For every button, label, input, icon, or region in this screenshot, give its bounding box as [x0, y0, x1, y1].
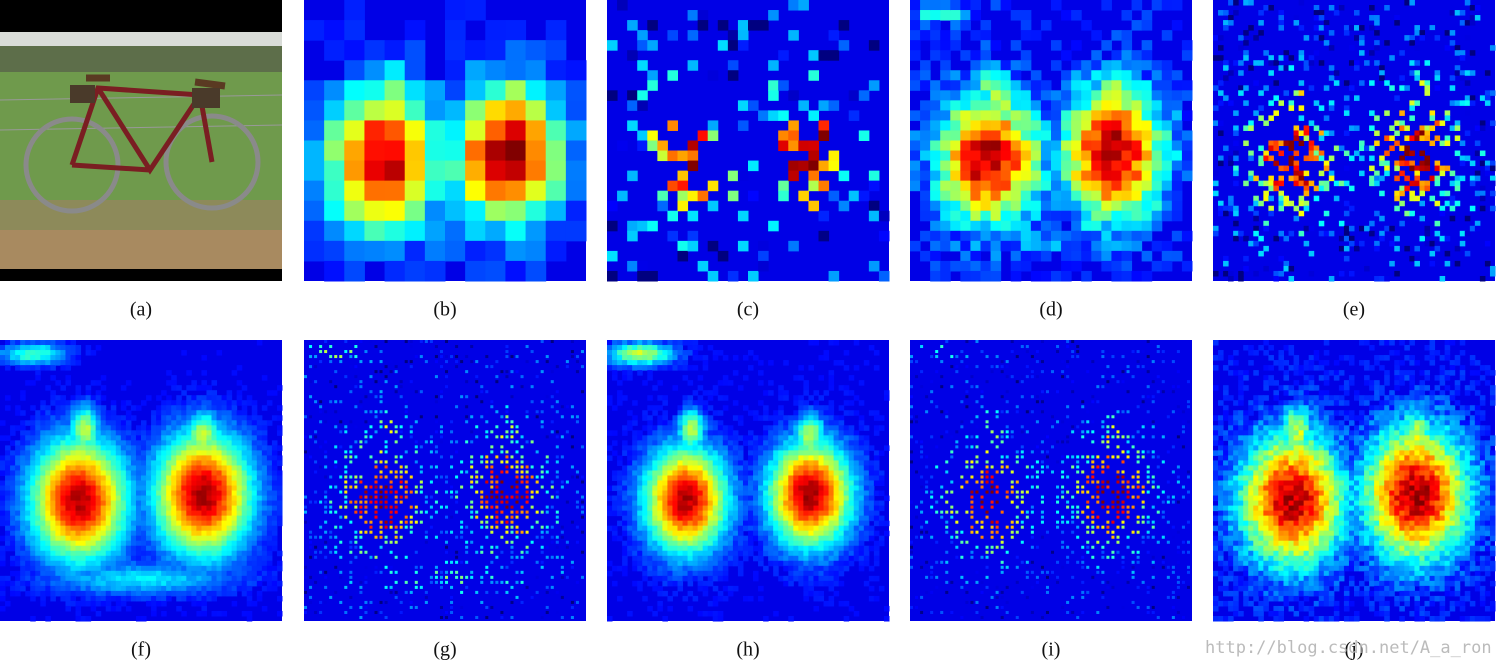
heatmap — [607, 0, 890, 282]
heatmap — [1213, 0, 1496, 282]
heatmap — [304, 0, 587, 282]
heatmap — [607, 340, 890, 622]
panel-label: (e) — [1343, 299, 1365, 321]
heatmap — [1213, 340, 1496, 622]
heatmap — [910, 340, 1192, 621]
panel-label: (h) — [736, 639, 759, 661]
heatmap — [304, 340, 586, 621]
photo — [0, 0, 283, 281]
watermark: http://blog.csdn.net/A_a_ron — [1205, 638, 1492, 658]
heatmap — [0, 340, 283, 622]
panel-label: (c) — [737, 299, 759, 321]
panel-label: (j) — [1345, 639, 1364, 661]
panel-label: (g) — [433, 639, 456, 661]
panel-label: (f) — [131, 639, 151, 661]
panel-label: (i) — [1042, 639, 1061, 661]
panel-label: (d) — [1039, 299, 1062, 321]
panel-label: (b) — [433, 299, 456, 321]
heatmap — [910, 0, 1193, 282]
panel-label: (a) — [130, 299, 152, 321]
